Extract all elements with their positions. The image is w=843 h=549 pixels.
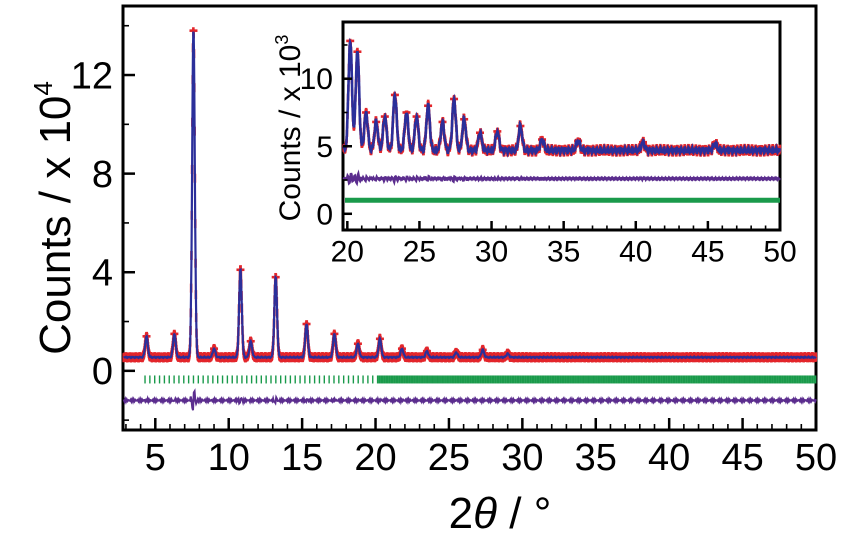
inset-y-tick-label: 5 [316,131,333,164]
main-y-axis-label: Counts / x 104 [28,81,80,355]
inset-y-axis-label-exponent: 3 [272,35,292,45]
inset-x-tick-label: 35 [547,236,580,269]
main-y-tick-label: 8 [92,154,113,196]
main-x-ticks: 5 10 15 20 25 30 35 40 45 50 [125,418,837,479]
main-y-tick-label: 12 [71,55,113,97]
main-x-tick-label: 30 [501,437,543,479]
main-plot-frame [121,4,818,432]
main-x-tick-label: 5 [145,437,166,479]
main-x-tick-label: 40 [648,437,690,479]
main-x-axis-label: 2θ / ° [449,489,552,538]
main-x-tick-label: 35 [575,437,617,479]
main-x-tick-label: 10 [208,437,250,479]
main-calculated-curve [122,31,817,360]
inset-y-tick-label: 10 [300,63,333,96]
inset-plot: 20 25 30 35 40 45 50 0 5 10 Counts / x 103 [272,20,797,269]
main-difference-curve [122,388,817,411]
inset-x-tick-label: 30 [475,236,508,269]
main-x-tick-label: 20 [354,437,396,479]
main-y-tick-label: 0 [92,351,113,393]
main-y-axis-label-exponent: 4 [28,81,58,95]
main-x-tick-label: 25 [428,437,470,479]
inset-x-ticks: 20 25 30 35 40 45 50 [331,221,797,269]
inset-x-tick-label: 45 [691,236,724,269]
inset-x-tick-label: 25 [403,236,436,269]
main-x-tick-label: 50 [795,437,837,479]
inset-calculated-curve [342,37,782,158]
main-series-group [122,27,818,411]
inset-x-tick-label: 50 [763,236,796,269]
inset-x-tick-label: 40 [619,236,652,269]
main-x-tick-label: 45 [721,437,763,479]
inset-y-axis-label-text: Counts / x 10 [274,45,307,222]
main-reflection-ticks [144,375,817,384]
inset-y-axis-label: Counts / x 103 [272,35,307,222]
main-y-axis-label-text: Counts / x 10 [31,96,80,355]
inset-series-group [342,37,782,203]
main-x-tick-label: 15 [281,437,323,479]
main-y-tick-label: 4 [92,253,113,295]
inset-difference-curve [342,169,781,187]
main-x-axis-label-unit: / ° [497,489,551,538]
inset-x-tick-label: 20 [331,236,364,269]
inset-plot-frame [341,20,782,232]
inset-y-tick-label: 0 [316,198,333,231]
main-y-ticks: 0 4 8 12 [71,24,135,421]
main-x-axis-label-symbol: θ [473,489,497,538]
inset-y-ticks: 0 5 10 [300,44,352,231]
main-x-axis-label-number: 2 [449,489,473,538]
